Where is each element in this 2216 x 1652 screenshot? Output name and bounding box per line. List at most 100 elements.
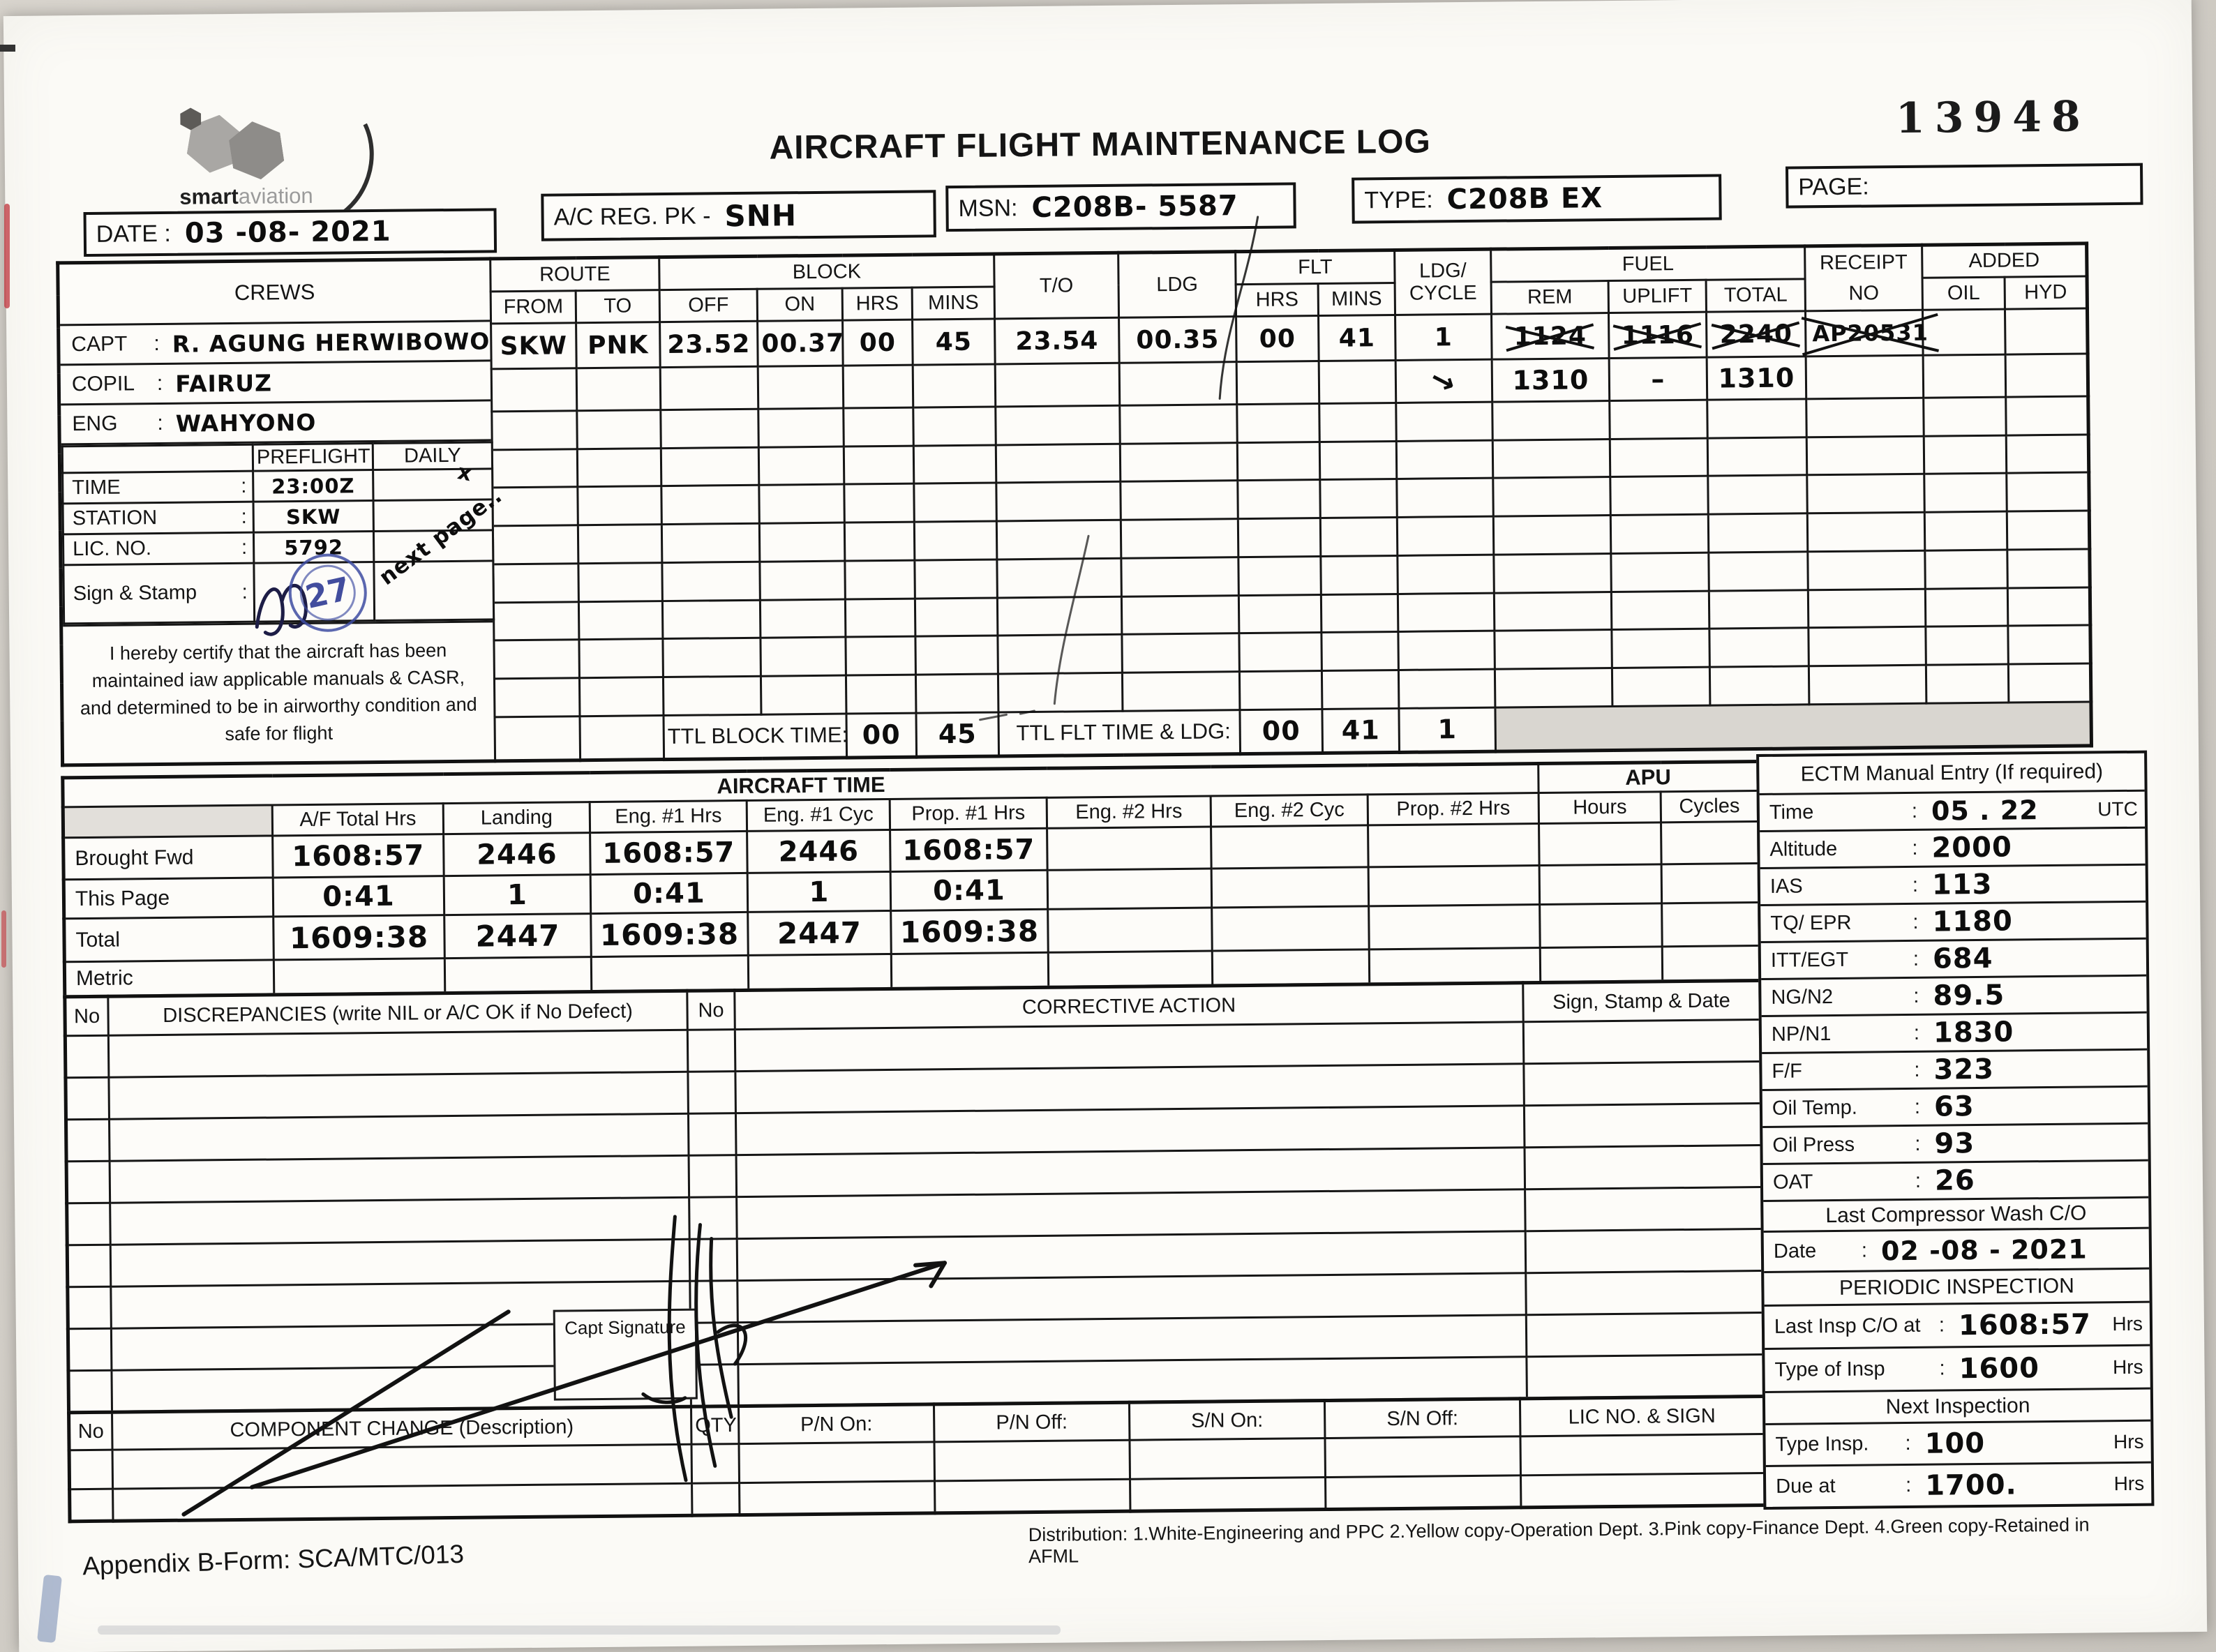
grid-cell (748, 954, 892, 991)
leg-block-hrs: 00 (842, 320, 913, 366)
capt-signature-label: Capt Signature (564, 1316, 686, 1339)
grid-cell (1924, 435, 2007, 474)
colon: : (156, 371, 163, 396)
grid-cell (845, 598, 915, 638)
grid-cell (110, 1155, 689, 1203)
copil-name: FAIRUZ (175, 368, 273, 398)
decor: : (1915, 1169, 1922, 1192)
grid-cell (576, 410, 661, 449)
takeoff-header: T/O (994, 253, 1119, 320)
receipt-no-header: RECEIPT NO (1804, 245, 1923, 311)
leg-flt-mins: 41 (1318, 315, 1396, 361)
ectm-row-oil-temp: Oil Temp.: 63 (1762, 1085, 2148, 1126)
grid-cell (2006, 434, 2089, 474)
grid-cell (492, 487, 578, 527)
discrepancies-section: No DISCREPANCIES (write NIL or A/C OK if… (63, 978, 1766, 1415)
grid-cell: 0:41 (890, 870, 1048, 911)
serial-number-stamp: 13948 (1895, 92, 2091, 144)
fuel-rem-corrected: 1310 (1492, 358, 1610, 403)
grid-cell (1707, 475, 1808, 515)
logo-text-light: aviation (238, 183, 313, 209)
grid-cell (491, 368, 577, 412)
eng2-cyc-header: Eng. #2 Cyc (1211, 794, 1368, 827)
grid-cell (108, 1030, 688, 1078)
decor: ITT/EGT (1770, 948, 1849, 972)
colon: : (154, 331, 160, 356)
grid-cell (1525, 1229, 1763, 1273)
decor: NP/N1 (1771, 1022, 1832, 1046)
grid-cell (662, 638, 761, 677)
flt-group-header: FLT (1235, 250, 1395, 285)
decor: : (1905, 1473, 1912, 1497)
decor: 684 (1932, 942, 1993, 975)
sn-off-header: S/N Off: (1324, 1398, 1520, 1439)
reg-label: A/C REG. PK - (553, 202, 711, 231)
decor: Due at (1776, 1474, 1836, 1498)
form-paper: smartaviation AIRCRAFT FLIGHT MAINTENANC… (3, 0, 2208, 1652)
decor: Hrs (2113, 1472, 2145, 1494)
grid-cell: 2447 (747, 910, 892, 956)
ectm-row-itt-egt: ITT/EGT: 684 (1760, 937, 2147, 978)
capt-name: R. AGUNG HERWIBOWO (172, 326, 491, 358)
sn-on-header: S/N On: (1129, 1400, 1325, 1441)
grid-cell (1526, 1312, 1764, 1357)
grid-cell (1610, 553, 1709, 592)
decor: : (1913, 984, 1919, 1007)
grid-cell (67, 1245, 111, 1287)
type-label: TYPE: (1364, 186, 1433, 213)
decor: : (1938, 1314, 1945, 1337)
grid-cell (1368, 904, 1541, 949)
grid-cell (1806, 435, 1924, 476)
decor: PREFLIGHT DAILY TIME: 23:00Z STATION: SK… (62, 442, 494, 640)
row-label: Metric (64, 959, 274, 997)
type-of-insp-value: 1600 (1959, 1351, 2040, 1385)
discrepancies-table: No DISCREPANCIES (write NIL or A/C OK if… (63, 978, 1766, 1415)
ttl-flt-hrs: 00 (1239, 709, 1323, 754)
capt-label: CAPT (71, 332, 128, 356)
grid-cell: CREWS CAPT : R. AGUNG HERWIBOWO COPIL : … (57, 243, 2088, 765)
grid-cell (1492, 400, 1610, 440)
grid-cell: 2447 (444, 913, 592, 959)
grid-cell (1238, 632, 1322, 672)
colon: : (241, 536, 248, 559)
grid-cell (691, 1443, 740, 1484)
grid-cell (112, 1444, 692, 1489)
af-total-hrs-header: A/F Total Hrs (272, 803, 444, 836)
grid-cell (1523, 1019, 1761, 1064)
grid-cell (759, 523, 845, 562)
grid-cell (891, 952, 1049, 989)
grid-cell (758, 484, 845, 524)
decor: Last Insp C/O at (1774, 1314, 1921, 1338)
grid-cell (2006, 472, 2090, 512)
grid-cell (914, 521, 997, 561)
grid-cell (1398, 592, 1495, 632)
grid-cell (1236, 361, 1319, 405)
grid-cell (493, 563, 579, 603)
leg-landing-time: 00.35 (1118, 316, 1237, 363)
fuel-total-crossed: 2240 (1717, 320, 1796, 349)
decor: 26 (1934, 1164, 1975, 1197)
grid-cell (2007, 511, 2090, 550)
prop2-hrs-header: Prop. #2 Hrs (1368, 793, 1539, 825)
grid-cell (67, 1286, 112, 1329)
on-header: ON (757, 287, 843, 322)
grid-cell (1319, 441, 1397, 480)
decor: Oil Press (1772, 1133, 1855, 1157)
logo-text: smartaviation (179, 183, 313, 210)
grid-cell (761, 675, 846, 715)
lic-no-label: LIC. NO. (72, 537, 152, 561)
type-value: C208B EX (1446, 182, 1603, 216)
grid-cell (844, 483, 915, 523)
grid-cell (843, 407, 914, 446)
lic-label-cell: LIC. NO.: (63, 532, 254, 565)
grid-cell (998, 673, 1123, 712)
grid-cell (661, 485, 760, 525)
grid-cell (1121, 595, 1239, 635)
decor: 05 . 22 (1931, 795, 2039, 827)
decor: AIRCRAFT TIME APU A/F Total Hrs Landing … (62, 761, 1760, 997)
decor: : (1913, 1021, 1920, 1044)
grid-cell (65, 1077, 110, 1120)
off-header: OFF (659, 288, 758, 322)
grid-cell (1396, 440, 1493, 479)
receipt-line1: RECEIPT (1819, 250, 1908, 274)
